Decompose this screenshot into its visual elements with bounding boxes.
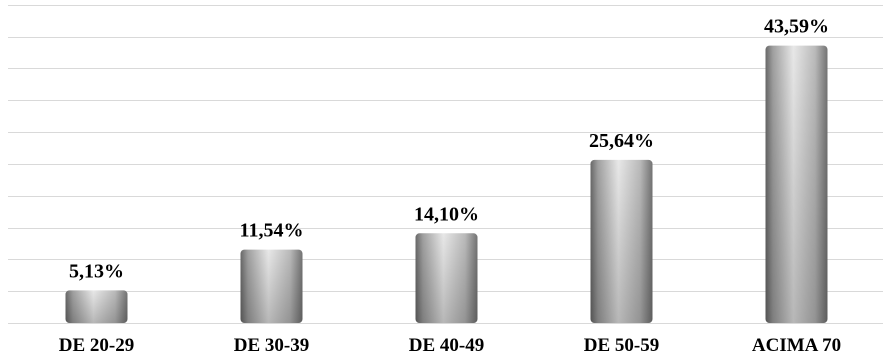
bar-shade — [765, 45, 828, 323]
category-label: DE 40-49 — [409, 335, 484, 356]
category-labels: DE 20-29 DE 30-39 DE 40-49 DE 50-59 ACIMA 70 — [59, 335, 841, 356]
bar — [65, 290, 128, 323]
data-label: 25,64% — [589, 130, 654, 152]
bar — [590, 159, 653, 323]
gridlines — [8, 5, 883, 324]
bar-shade — [415, 233, 478, 323]
data-label: 11,54% — [240, 220, 304, 242]
bar — [240, 249, 303, 323]
data-labels: 5,13% 11,54% 14,10% 25,64% 43,59% — [69, 16, 829, 283]
bar — [415, 233, 478, 323]
data-label: 14,10% — [414, 203, 479, 225]
bar-shade — [240, 249, 303, 323]
data-label: 43,59% — [764, 16, 829, 38]
category-label: ACIMA 70 — [752, 335, 841, 356]
category-label: DE 20-29 — [59, 335, 134, 356]
category-label: DE 30-39 — [234, 335, 309, 356]
bar-shade — [590, 159, 653, 323]
bar — [765, 45, 828, 323]
category-label: DE 50-59 — [584, 335, 659, 356]
bar-shade — [65, 290, 128, 323]
data-label: 5,13% — [69, 260, 124, 282]
bars — [65, 45, 828, 323]
